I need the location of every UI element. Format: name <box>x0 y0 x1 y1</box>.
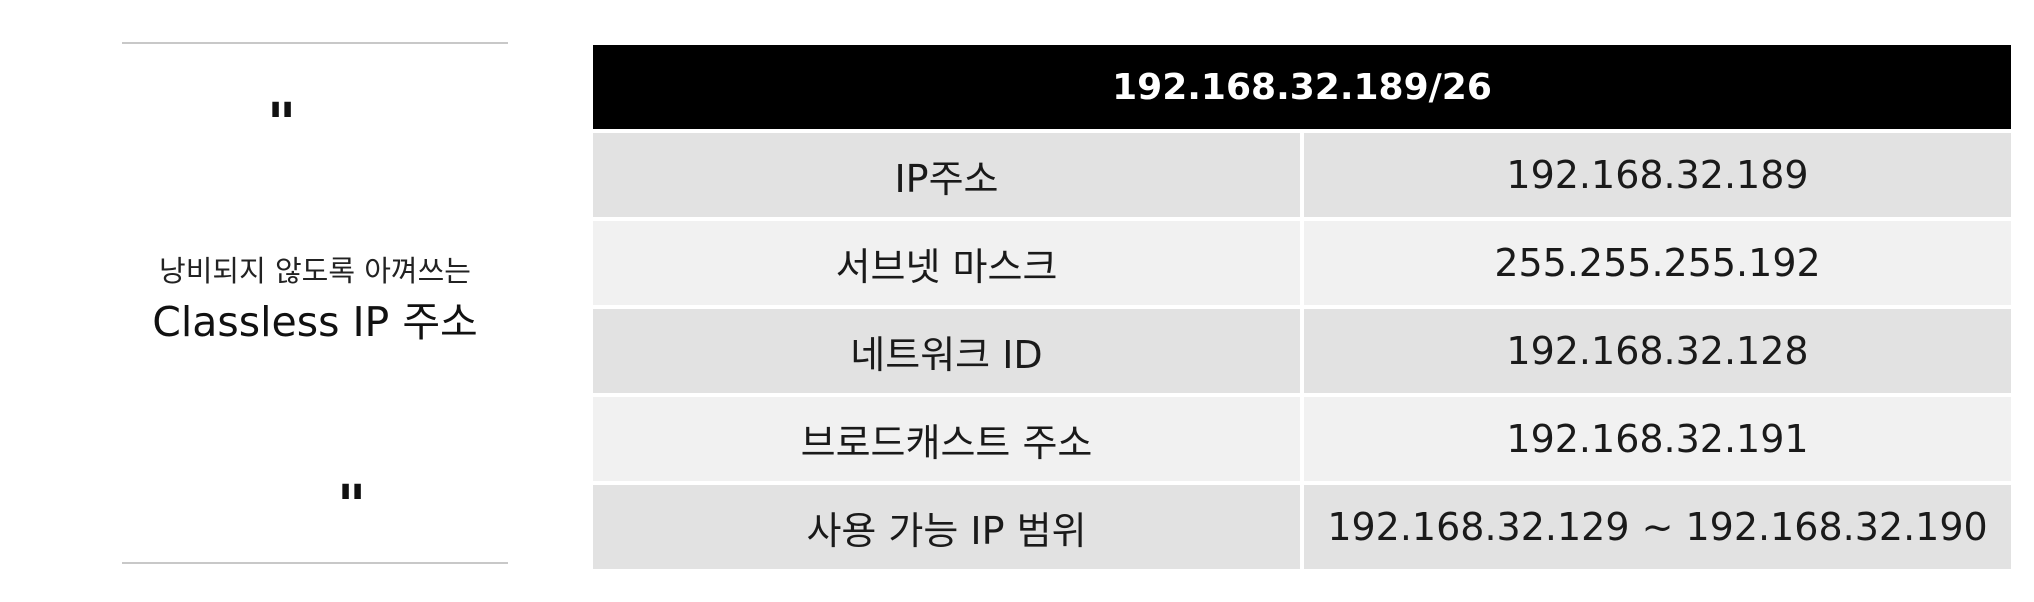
quote-subtitle: 낭비되지 않도록 아껴쓰는 <box>159 254 471 288</box>
row-value: 192.168.32.189 <box>1302 131 2011 221</box>
row-label: 네트워크 ID <box>593 307 1304 397</box>
table-row-broadcast-address: 브로드캐스트 주소 192.168.32.191 <box>593 395 2011 485</box>
row-label: 서브넷 마스크 <box>593 219 1304 309</box>
table-header: 192.168.32.189/26 <box>593 45 2011 133</box>
table-header-row: 192.168.32.189/26 <box>593 45 2011 133</box>
bottom-divider <box>122 562 508 564</box>
row-label: 사용 가능 IP 범위 <box>593 483 1304 569</box>
row-label: 브로드캐스트 주소 <box>593 395 1304 485</box>
table-row-network-id: 네트워크 ID 192.168.32.128 <box>593 307 2011 397</box>
table-row-subnet-mask: 서브넷 마스크 255.255.255.192 <box>593 219 2011 309</box>
quote-panel: " 낭비되지 않도록 아껴쓰는 Classless IP 주소 " <box>122 42 508 564</box>
table-row-ip-address: IP주소 192.168.32.189 <box>593 131 2011 221</box>
table-row-usable-range: 사용 가능 IP 범위 192.168.32.129 ~ 192.168.32.… <box>593 483 2011 569</box>
row-value: 255.255.255.192 <box>1302 219 2011 309</box>
top-divider <box>122 42 508 44</box>
row-label: IP주소 <box>593 131 1304 221</box>
close-quote-icon: " <box>337 474 366 539</box>
ip-info-table: 192.168.32.189/26 IP주소 192.168.32.189 서브… <box>593 45 2011 569</box>
open-quote-icon: " <box>267 92 296 157</box>
quote-title: Classless IP 주소 <box>152 298 478 346</box>
row-value: 192.168.32.129 ~ 192.168.32.190 <box>1302 483 2011 569</box>
row-value: 192.168.32.128 <box>1302 307 2011 397</box>
row-value: 192.168.32.191 <box>1302 395 2011 485</box>
